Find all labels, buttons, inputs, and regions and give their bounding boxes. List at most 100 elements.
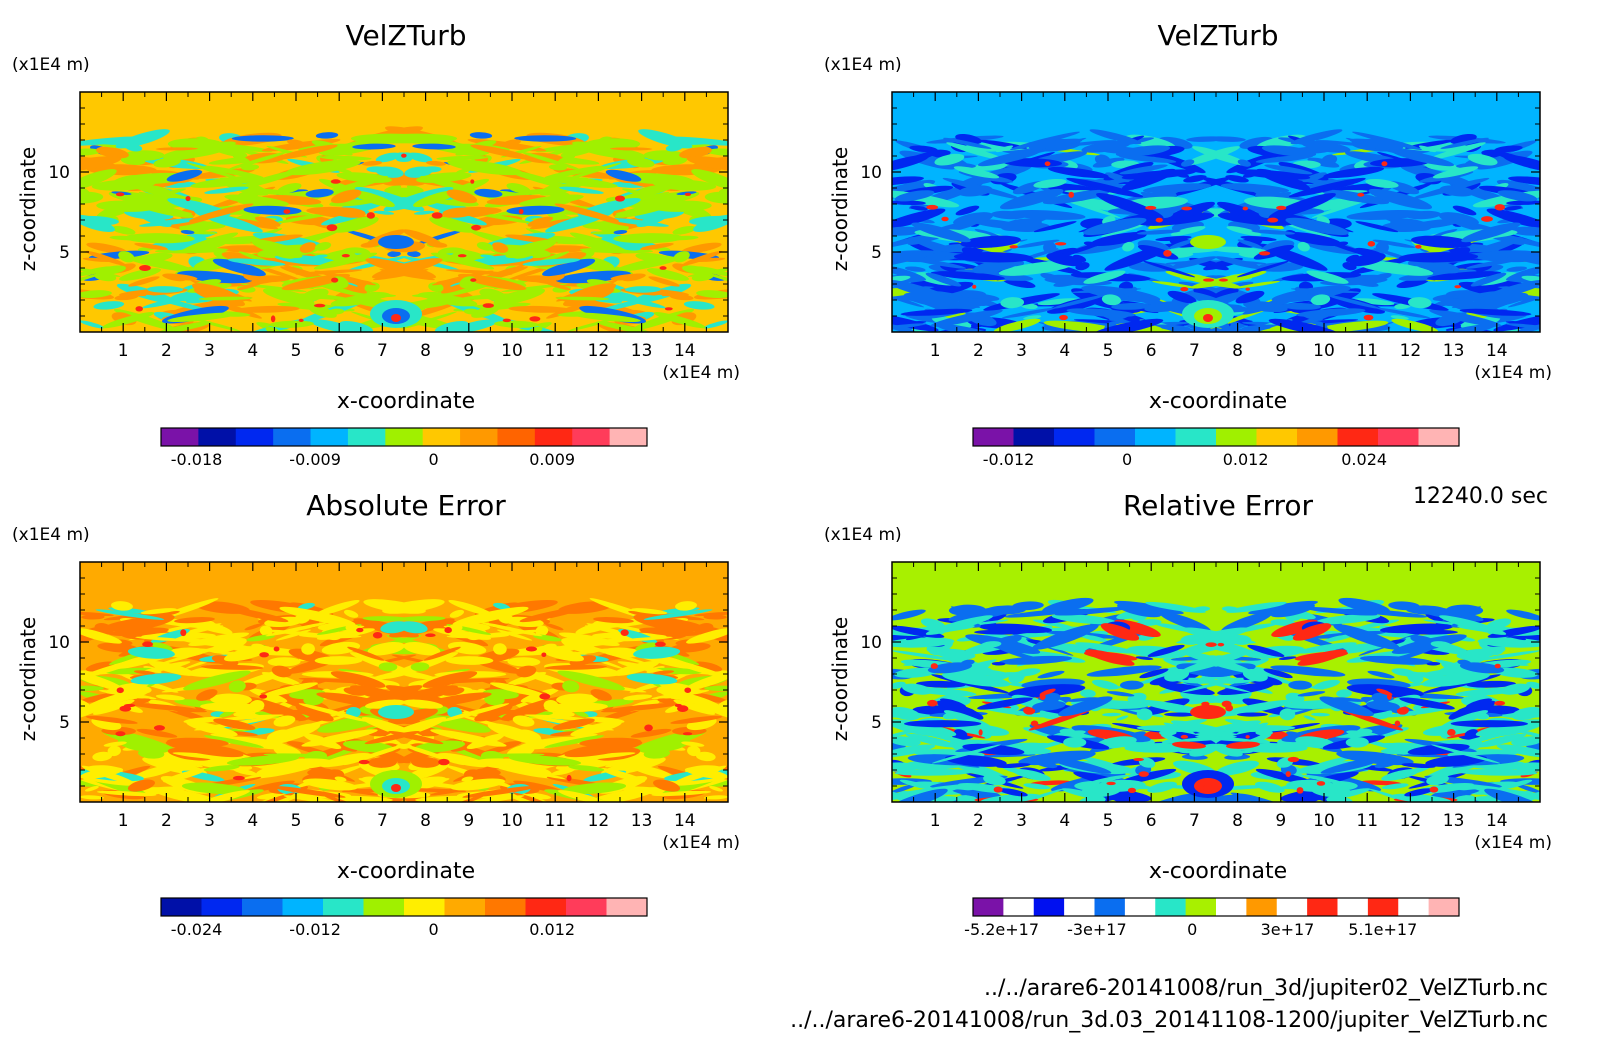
x-tick-label: 7 [1189,811,1200,831]
y-tick-label: 10 [860,163,882,183]
contour-band [1345,137,1399,154]
x-tick-label: 6 [334,811,345,831]
colorbar-swatch [235,428,274,446]
contour-band [107,745,121,757]
contour-band [1164,712,1196,717]
contour-band [1058,696,1113,717]
contour-band [608,218,669,227]
contour-band [331,277,339,283]
contour-band [575,642,651,666]
contour-band [1450,720,1528,728]
contour-band [436,677,510,684]
contour-band [903,660,936,666]
contour-band [80,627,122,644]
contour-band [1398,252,1479,263]
contour-band [461,776,474,782]
colorbar-swatch [1367,898,1399,916]
contour-band [198,648,253,658]
contour-band [675,601,697,611]
contour-band [1226,226,1262,236]
contour-band [358,759,370,765]
contour-band [1096,192,1164,220]
contour-band [246,634,275,642]
contour-band [116,687,124,694]
contour-band [155,694,185,701]
contour-band [80,685,104,691]
colorbar-swatch [1418,428,1460,446]
contour-band [679,146,712,159]
contour-band [1268,192,1336,220]
contour-band [1235,169,1311,180]
contour-band [474,188,503,198]
contour-band [1470,272,1507,287]
contour-band [925,615,993,635]
contour-band [590,689,612,701]
y-tick-label: 5 [871,713,882,733]
contour-band [1046,252,1083,267]
contour-band [429,216,477,233]
contour-band [1367,241,1376,247]
contour-band [1285,771,1291,778]
contour-band [601,702,681,713]
contour-band [1163,249,1172,257]
contour-band [1083,270,1126,284]
contour-band [314,242,332,251]
contour-band [224,194,289,207]
contour-band [1242,668,1268,682]
contour-band [80,704,107,724]
contour-band [1190,235,1226,249]
contour-band [262,288,315,305]
contour-band [1513,783,1540,794]
contour-band [1206,136,1246,142]
contour-bands [80,598,728,802]
contour-band [1429,309,1502,327]
contour-band [1136,229,1181,235]
contour-band [347,646,385,661]
contour-band [1325,294,1380,309]
colorbar-label: 0 [429,920,439,939]
contour-band [892,762,918,772]
contour-band [1263,668,1293,679]
contour-band [892,312,939,332]
x-tick-label: 12 [588,341,610,361]
contour-band [414,210,435,215]
contour-band [892,681,906,689]
contour-band [336,172,392,183]
file-path-2: ../../arare6-20141008/run_3d.03_20141108… [790,1008,1548,1033]
x-tick-label: 1 [118,811,129,831]
contour-band [320,155,372,161]
contour-band [85,250,127,266]
contour-band [1521,275,1540,284]
contour-band [430,729,507,747]
contour-band [520,151,581,170]
contour-band [232,154,251,163]
contour-band [1216,699,1294,717]
contour-band [554,711,575,718]
contour-bands [892,597,1540,802]
contour-band [1459,662,1505,674]
contour-band [1172,741,1207,749]
contour-band [313,303,326,308]
contour-band [1279,708,1296,721]
x-tick-label: 5 [291,341,302,361]
contour-band [1217,201,1265,221]
contour-band [1426,774,1449,786]
colorbar-swatch [460,428,498,446]
contour-band [561,752,636,761]
contour-band [476,242,494,251]
contour-band [450,778,506,791]
contour-band [999,188,1064,210]
contour-band [1288,680,1313,690]
contour-band [558,790,609,802]
contour-band [183,670,251,691]
contour-band [326,224,338,232]
contour-band [1296,308,1366,317]
contour-band [252,188,290,195]
contour-band [204,165,264,179]
contour-band [647,268,689,281]
contour-band [1405,139,1454,149]
contour-band [1496,660,1529,666]
x-tick-label: 9 [1275,811,1286,831]
contour-band [1140,792,1202,802]
contour-band [1235,280,1280,289]
